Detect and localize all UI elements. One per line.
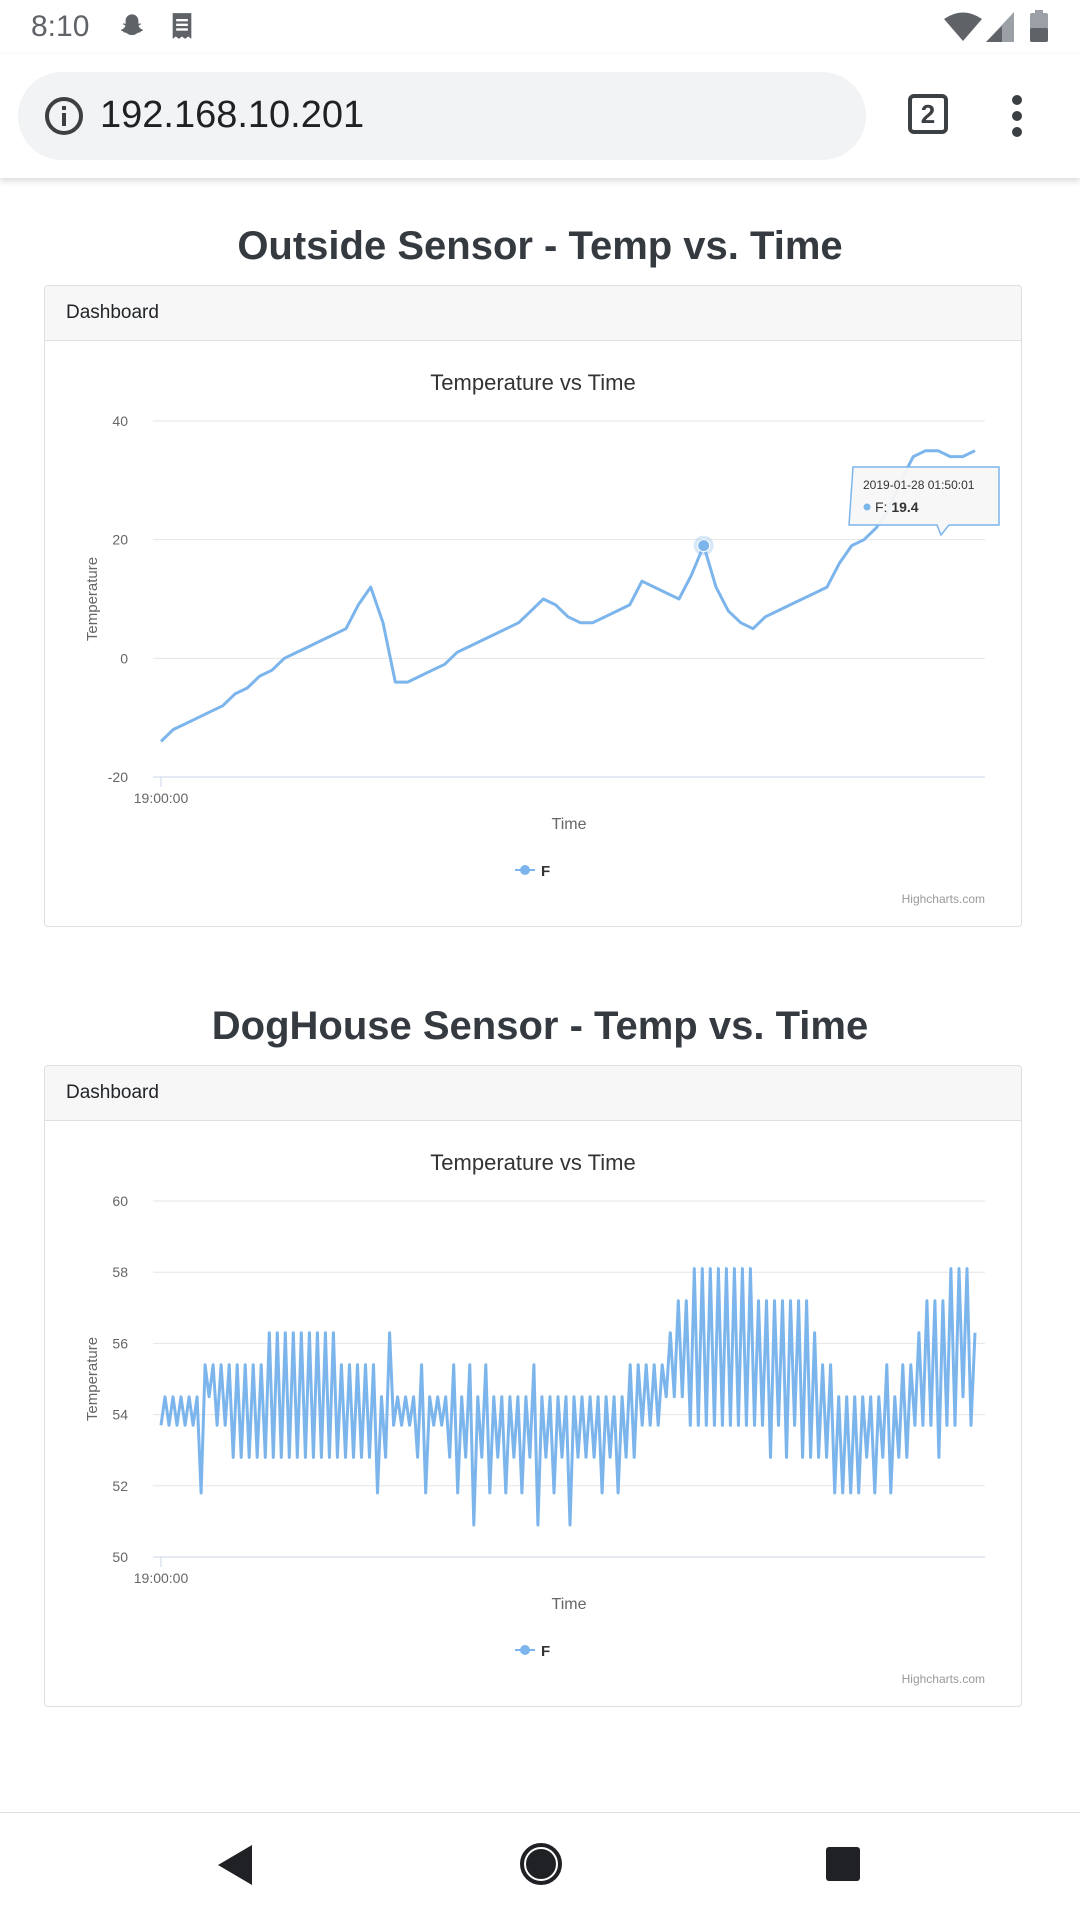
- legend-item[interactable]: F: [541, 863, 550, 880]
- y-axis-label: Temperature: [84, 1337, 101, 1421]
- legend-marker: [520, 1645, 530, 1655]
- y-axis-label: Temperature: [84, 557, 101, 641]
- x-tick-label: 19:00:00: [134, 1570, 189, 1586]
- card-header: Dashboard: [45, 1066, 1021, 1121]
- y-tick-label: 56: [112, 1335, 128, 1351]
- status-bar: 8:10: [0, 0, 1080, 54]
- y-tick-label: 60: [112, 1193, 128, 1209]
- x-tick-label: 19:00:00: [134, 790, 189, 806]
- tooltip-marker: [863, 503, 871, 511]
- y-tick-label: 40: [112, 413, 128, 429]
- dashboard-card-doghouse: Dashboard Temperature vs Time 50 52 54 56 58 6…: [44, 1065, 1022, 1707]
- receipt-icon: [170, 12, 194, 45]
- tooltip-value: F: 19.4: [875, 499, 919, 515]
- card-header: Dashboard: [45, 286, 1021, 341]
- y-tick-label: 0: [120, 650, 128, 666]
- system-nav-bar: [0, 1812, 1080, 1921]
- series-line-F[interactable]: [159, 449, 976, 743]
- dashboard-card-outside: Dashboard Temperature vs Time -20 0 20 40 Tem…: [44, 285, 1022, 927]
- more-vert-icon: [1012, 95, 1022, 137]
- tooltip-header: 2019-01-28 01:50:01: [863, 478, 975, 492]
- y-tick-label: 52: [112, 1478, 128, 1494]
- snapchat-icon: [118, 12, 146, 45]
- address-bar[interactable]: 192.168.10.201: [18, 72, 866, 160]
- url-text[interactable]: 192.168.10.201: [100, 94, 365, 136]
- tooltip-number: 19.4: [891, 499, 918, 515]
- credits-link[interactable]: Highcharts.com: [902, 1672, 985, 1686]
- legend-marker: [520, 865, 530, 875]
- tab-switcher-button[interactable]: 2: [908, 94, 948, 134]
- tab-switcher-icon: [908, 94, 948, 134]
- section-title-outside: Outside Sensor - Temp vs. Time: [237, 224, 843, 268]
- tab-count: 2: [920, 99, 936, 129]
- back-icon[interactable]: [218, 1845, 252, 1890]
- chart-doghouse: Temperature vs Time 50 52 54 56 58 60 Temperatu…: [84, 1150, 985, 1686]
- chart-title: Temperature vs Time: [430, 370, 635, 395]
- status-time: 8:10: [31, 10, 90, 43]
- tooltip: 2019-01-28 01:50:01 F: 19.4: [848, 466, 1000, 537]
- legend-item[interactable]: F: [541, 1643, 550, 1660]
- y-tick-label: -20: [108, 769, 128, 785]
- home-icon[interactable]: [520, 1843, 562, 1890]
- hover-point[interactable]: [697, 539, 711, 553]
- y-tick-label: 58: [112, 1264, 128, 1280]
- browser-toolbar: 192.168.10.201 2: [0, 54, 1080, 178]
- info-icon[interactable]: [44, 96, 84, 136]
- y-tick-label: 20: [112, 532, 128, 548]
- tooltip-series-label: F:: [875, 499, 891, 515]
- wifi-icon: [944, 12, 982, 47]
- cell-signal-icon: [986, 12, 1014, 47]
- x-axis-label: Time: [552, 1596, 587, 1613]
- series-line-F[interactable]: [159, 1267, 977, 1527]
- credits-link[interactable]: Highcharts.com: [902, 892, 985, 906]
- y-tick-label: 50: [112, 1549, 128, 1565]
- y-tick-label: 54: [112, 1407, 128, 1423]
- tooltip-box: [848, 466, 1000, 537]
- section-title-doghouse: DogHouse Sensor - Temp vs. Time: [211, 1004, 869, 1048]
- battery-icon: [1030, 10, 1048, 47]
- overflow-menu-button[interactable]: [1007, 94, 1027, 138]
- chart-outside: Temperature vs Time -20 0 20 40 Temperature 19…: [84, 370, 1000, 906]
- chart-title: Temperature vs Time: [430, 1150, 635, 1175]
- recents-icon[interactable]: [826, 1847, 860, 1886]
- x-axis-label: Time: [552, 816, 587, 833]
